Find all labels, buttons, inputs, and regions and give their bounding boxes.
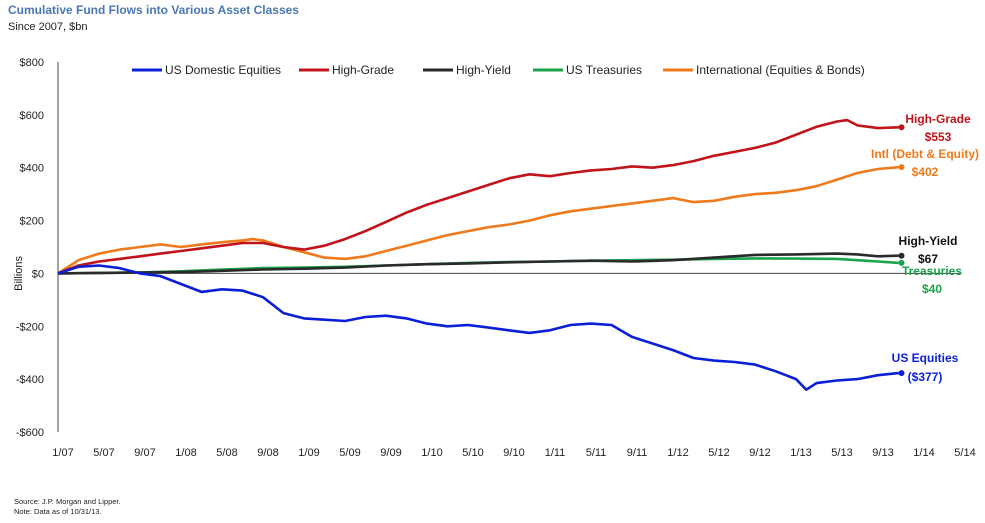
x-tick-label: 9/12 — [749, 447, 770, 459]
series-end-value: $402 — [912, 165, 939, 179]
legend-label: International (Equities & Bonds) — [696, 63, 865, 77]
series-end-label: Intl (Debt & Equity) — [871, 147, 979, 161]
x-tick-label: 1/13 — [790, 447, 811, 459]
series-end-value: ($377) — [908, 370, 943, 384]
x-tick-label: 1/10 — [421, 447, 442, 459]
series-end-marker — [898, 164, 905, 171]
y-tick-label: $0 — [32, 268, 44, 280]
x-tick-label: 5/09 — [339, 447, 360, 459]
series-line — [57, 165, 899, 275]
x-tick-label: 5/12 — [708, 447, 729, 459]
x-tick-label: 9/07 — [134, 447, 155, 459]
x-tick-label: 5/08 — [216, 447, 237, 459]
series-end-label: High-Grade — [905, 112, 971, 126]
x-tick-label: 5/14 — [954, 447, 975, 459]
series-line — [57, 264, 899, 392]
x-tick-label: 9/11 — [627, 447, 648, 459]
y-tick-label: $800 — [20, 57, 44, 69]
y-tick-label: $600 — [20, 110, 44, 122]
series-end-label: Treasuries — [902, 264, 962, 278]
x-tick-label: 5/13 — [831, 447, 852, 459]
y-tick-label: -$400 — [16, 374, 44, 386]
data-date-note: Note: Data as of 10/31/13. — [14, 507, 102, 516]
series-end-label: High-Yield — [899, 234, 958, 248]
series-end-label: US Equities — [892, 351, 959, 365]
y-tick-label: $200 — [20, 216, 44, 228]
legend-label: High-Grade — [332, 63, 394, 77]
x-tick-label: 5/07 — [93, 447, 114, 459]
x-tick-label: 5/10 — [462, 447, 483, 459]
y-axis-label: Billions — [13, 256, 25, 291]
x-tick-label: 9/10 — [503, 447, 524, 459]
series-end-value: $40 — [922, 282, 942, 296]
x-tick-label: 1/07 — [52, 447, 73, 459]
series-end-marker — [898, 124, 905, 131]
series-end-marker — [898, 370, 905, 377]
x-tick-label: 1/11 — [545, 447, 566, 459]
x-tick-label: 9/13 — [872, 447, 893, 459]
source-note: Source: J.P. Morgan and Lipper. — [14, 497, 121, 506]
legend-label: High-Yield — [456, 63, 511, 77]
series-end-value: $553 — [925, 130, 952, 144]
y-tick-label: $400 — [20, 163, 44, 175]
chart-subtitle: Since 2007, $bn — [8, 21, 88, 33]
x-tick-label: 1/09 — [298, 447, 319, 459]
series-line — [57, 252, 899, 275]
x-tick-label: 9/09 — [380, 447, 401, 459]
series-end-marker — [898, 259, 905, 266]
series-end-value: $67 — [918, 252, 938, 266]
legend-label: US Domestic Equities — [165, 63, 281, 77]
legend-label: US Treasuries — [566, 63, 642, 77]
series-end-marker — [898, 252, 905, 259]
series-line — [57, 118, 899, 275]
chart-title: Cumulative Fund Flows into Various Asset… — [8, 3, 299, 17]
x-tick-label: 1/08 — [175, 447, 196, 459]
x-tick-label: 9/08 — [257, 447, 278, 459]
y-tick-label: -$600 — [16, 427, 44, 439]
x-tick-label: 1/14 — [913, 447, 934, 459]
x-tick-label: 5/11 — [586, 447, 607, 459]
y-tick-label: -$200 — [16, 321, 44, 333]
x-tick-label: 1/12 — [667, 447, 688, 459]
